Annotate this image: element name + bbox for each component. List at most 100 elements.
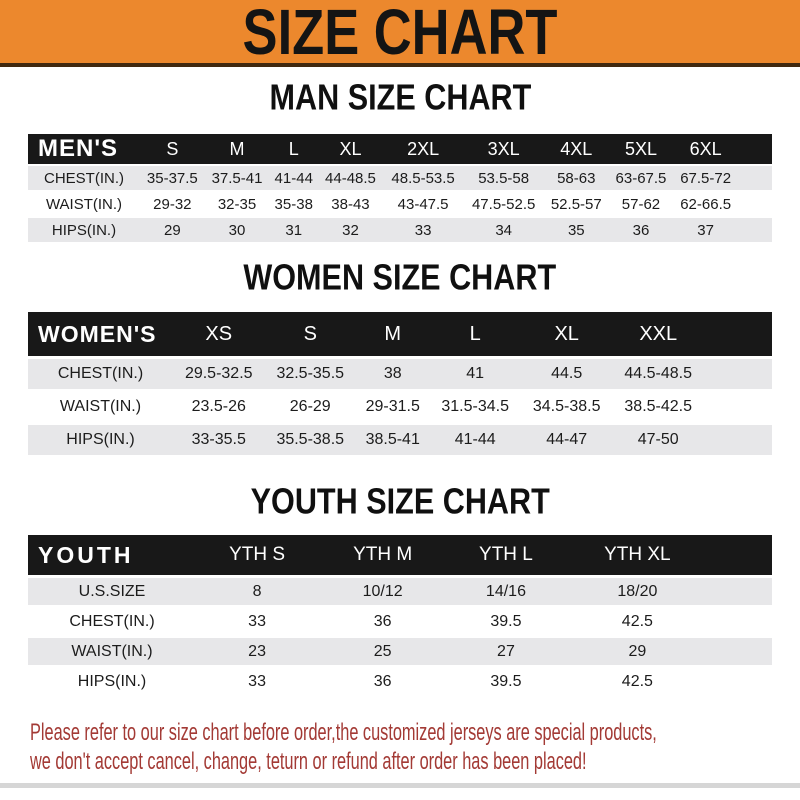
row-label: CHEST(IN.) (69, 612, 155, 630)
size-column-header: XXL (639, 322, 678, 345)
spacer-cell (738, 218, 772, 242)
value-cell: 38.5-41 (365, 431, 420, 448)
value-cell: 34 (495, 221, 512, 239)
size-column-header: M (229, 138, 245, 159)
men-size-table: MEN'S S M L XL 2XL 3XL 4XL 5XL 6XL CHEST(IN.) 35-37… (28, 132, 772, 244)
size-column-header: 4XL (560, 138, 593, 159)
value-cell: 37 (697, 221, 714, 239)
spacer-cell (710, 668, 772, 695)
spacer-cell (704, 425, 772, 455)
women-table-wrap: WOMEN'S XS S M L XL XXL CHEST(IN.) 29.5-32.5 32.5… (28, 309, 772, 458)
value-cell: 39.5 (490, 672, 522, 690)
size-column-header: 5XL (624, 138, 657, 159)
value-cell: 44.5-48.5 (624, 365, 693, 382)
row-label: HIPS(IN.) (51, 221, 117, 239)
disclaimer-text: Please refer to our size chart before or… (30, 718, 800, 776)
size-column-header: L (469, 322, 481, 345)
size-column-header: L (288, 138, 299, 159)
value-cell: 35-37.5 (146, 169, 198, 187)
youth-size-chart-section: YOUTH SIZE CHART YOUTH YTH S YTH M YTH L YTH… (0, 482, 800, 698)
measurement-row: WAIST(IN.) 23 25 27 29 (28, 638, 772, 665)
measurement-row: HIPS(IN.) 29 30 31 32 33 34 35 36 37 (28, 218, 772, 242)
value-cell: 34.5-38.5 (532, 398, 601, 415)
size-column-header: S (303, 322, 317, 345)
value-cell: 33 (248, 612, 266, 630)
measurement-row: HIPS(IN.) 33 36 39.5 42.5 (28, 668, 772, 695)
value-cell: 67.5-72 (680, 169, 732, 187)
value-cell: 23 (248, 642, 266, 660)
size-column-header: 2XL (407, 138, 440, 159)
value-cell: 18/20 (617, 582, 658, 600)
value-cell: 38 (383, 365, 402, 382)
measurement-row: CHEST(IN.) 33 36 39.5 42.5 (28, 608, 772, 635)
value-cell: 29-31.5 (365, 398, 420, 415)
size-column-header: 3XL (487, 138, 520, 159)
row-label: WAIST(IN.) (59, 398, 142, 415)
measurement-row: CHEST(IN.) 35-37.5 37.5-41 41-44 44-48.5 48.5… (28, 166, 772, 190)
spacer-cell (738, 166, 772, 190)
disclaimer-line-1: Please refer to our size chart before or… (30, 719, 657, 746)
measurement-row: WAIST(IN.) 29-32 32-35 35-38 38-43 43-47.5 47.… (28, 192, 772, 216)
women-size-table: WOMEN'S XS S M L XL XXL CHEST(IN.) 29.5-32.5 32.5… (28, 309, 772, 458)
table-title-label: YOUTH (38, 541, 134, 568)
value-cell: 47-50 (637, 431, 679, 448)
value-cell: 39.5 (490, 612, 522, 630)
men-table-wrap: MEN'S S M L XL 2XL 3XL 4XL 5XL 6XL CHEST(IN.) 35-37… (28, 132, 772, 244)
measurement-row: U.S.SIZE 8 10/12 14/16 18/20 (28, 578, 772, 605)
value-cell: 44.5 (551, 365, 583, 382)
size-column-header: XS (205, 322, 233, 345)
value-cell: 35.5-38.5 (276, 431, 345, 448)
spacer-cell (710, 578, 772, 605)
value-cell: 52.5-57 (550, 195, 602, 213)
value-cell: 62-66.5 (680, 195, 732, 213)
size-column-header: YTH L (479, 544, 533, 565)
table-header-row: YOUTH YTH S YTH M YTH L YTH XL (28, 535, 772, 575)
value-cell: 47.5-52.5 (471, 195, 536, 213)
value-cell: 35-38 (274, 195, 313, 213)
disclaimer-line-2: we don't accept cancel, change, teturn o… (30, 748, 587, 775)
value-cell: 32.5-35.5 (276, 365, 345, 382)
size-chart-banner: SIZE CHART (0, 0, 800, 67)
spacer-cell (704, 392, 772, 422)
value-cell: 42.5 (621, 612, 653, 630)
size-column-header: YTH S (229, 544, 286, 565)
value-cell: 8 (252, 582, 262, 600)
youth-heading-wrap: YOUTH SIZE CHART (0, 482, 800, 522)
spacer-cell (704, 359, 772, 389)
row-label: WAIST(IN.) (71, 642, 153, 660)
table-header-row: WOMEN'S XS S M L XL XXL (28, 312, 772, 356)
value-cell: 25 (373, 642, 392, 660)
value-cell: 10/12 (362, 582, 403, 600)
value-cell: 41-44 (454, 431, 496, 448)
size-column-header: XL (339, 138, 362, 159)
measurement-row: HIPS(IN.) 33-35.5 35.5-38.5 38.5-41 41-44 44-… (28, 425, 772, 455)
value-cell: 30 (228, 221, 246, 239)
men-section-heading: MAN SIZE CHART (269, 78, 531, 118)
value-cell: 33 (414, 221, 432, 239)
row-label: WAIST(IN.) (45, 195, 123, 213)
value-cell: 57-62 (621, 195, 661, 213)
value-cell: 43-47.5 (397, 195, 449, 213)
spacer-cell (704, 312, 772, 356)
youth-section-heading: YOUTH SIZE CHART (250, 482, 550, 522)
table-title-label: WOMEN'S (38, 320, 157, 347)
men-size-chart-section: MAN SIZE CHART MEN'S S M L XL 2XL 3XL 4XL 5XL 6XL… (0, 78, 800, 244)
spacer-cell (710, 535, 772, 575)
row-label: CHEST(IN.) (44, 169, 124, 187)
size-column-header: S (166, 138, 179, 159)
measurement-row: WAIST(IN.) 23.5-26 26-29 29-31.5 31.5-34.5 34… (28, 392, 772, 422)
value-cell: 38.5-42.5 (624, 398, 693, 415)
men-heading-wrap: MAN SIZE CHART (0, 78, 800, 118)
value-cell: 44-48.5 (325, 169, 376, 187)
value-cell: 37.5-41 (211, 169, 263, 187)
row-label: HIPS(IN.) (77, 672, 147, 690)
youth-table-wrap: YOUTH YTH S YTH M YTH L YTH XL U.S.SIZE 8 10/12… (28, 532, 772, 698)
table-title-label: MEN'S (38, 135, 119, 162)
spacer-cell (710, 638, 772, 665)
measurement-row: CHEST(IN.) 29.5-32.5 32.5-35.5 38 41 44.5 44.5… (28, 359, 772, 389)
spacer-cell (738, 192, 772, 216)
value-cell: 33-35.5 (191, 431, 246, 448)
women-heading-wrap: WOMEN SIZE CHART (0, 259, 800, 297)
value-cell: 23.5-26 (191, 398, 246, 415)
value-cell: 48.5-53.5 (391, 169, 455, 187)
